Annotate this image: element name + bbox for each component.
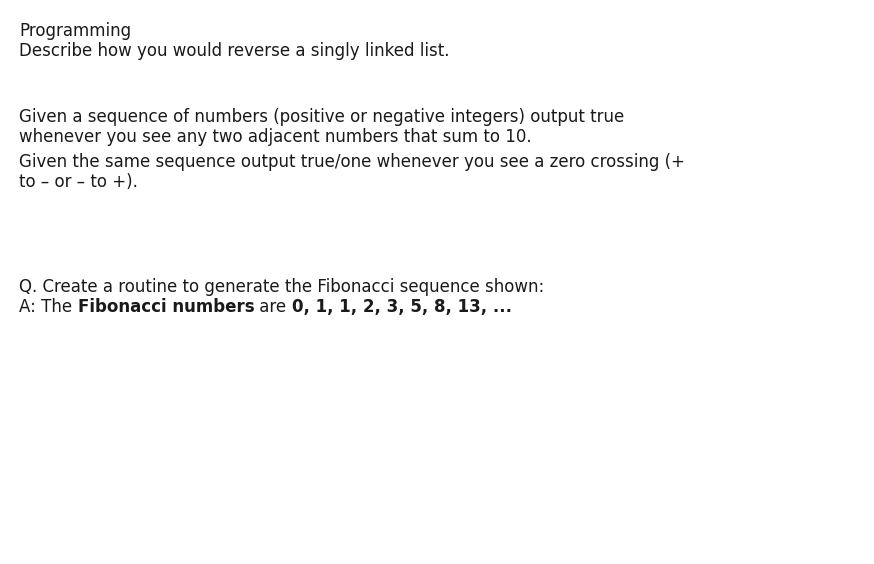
Text: Q. Create a routine to generate the Fibonacci sequence shown:: Q. Create a routine to generate the Fibo…: [19, 278, 545, 296]
Text: 0, 1, 1, 2, 3, 5, 8, 13, ...: 0, 1, 1, 2, 3, 5, 8, 13, ...: [292, 298, 511, 316]
Text: whenever you see any two adjacent numbers that sum to 10.: whenever you see any two adjacent number…: [19, 128, 532, 146]
Text: Fibonacci numbers: Fibonacci numbers: [78, 298, 254, 316]
Text: A: The: A: The: [19, 298, 78, 316]
Text: Given a sequence of numbers (positive or negative integers) output true: Given a sequence of numbers (positive or…: [19, 108, 625, 126]
Text: Describe how you would reverse a singly linked list.: Describe how you would reverse a singly …: [19, 42, 450, 60]
Text: Given the same sequence output true/one whenever you see a zero crossing (+: Given the same sequence output true/one …: [19, 153, 685, 171]
Text: are: are: [254, 298, 292, 316]
Text: Programming: Programming: [19, 22, 131, 40]
Text: to – or – to +).: to – or – to +).: [19, 173, 138, 191]
